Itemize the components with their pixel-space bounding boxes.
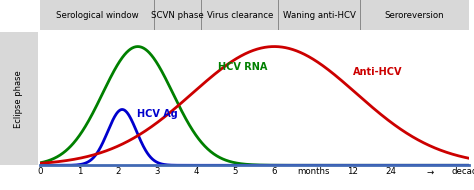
Text: SCVN phase: SCVN phase (151, 11, 204, 20)
Text: Eclipse phase: Eclipse phase (15, 70, 23, 128)
Text: Seroreversion: Seroreversion (385, 11, 445, 20)
Text: Virus clearance: Virus clearance (207, 11, 273, 20)
Text: Anti-HCV: Anti-HCV (354, 67, 403, 77)
Text: Waning anti-HCV: Waning anti-HCV (283, 11, 356, 20)
Text: HCV Ag: HCV Ag (137, 109, 178, 120)
Text: HCV RNA: HCV RNA (219, 62, 268, 72)
Text: Serological window: Serological window (56, 11, 138, 20)
